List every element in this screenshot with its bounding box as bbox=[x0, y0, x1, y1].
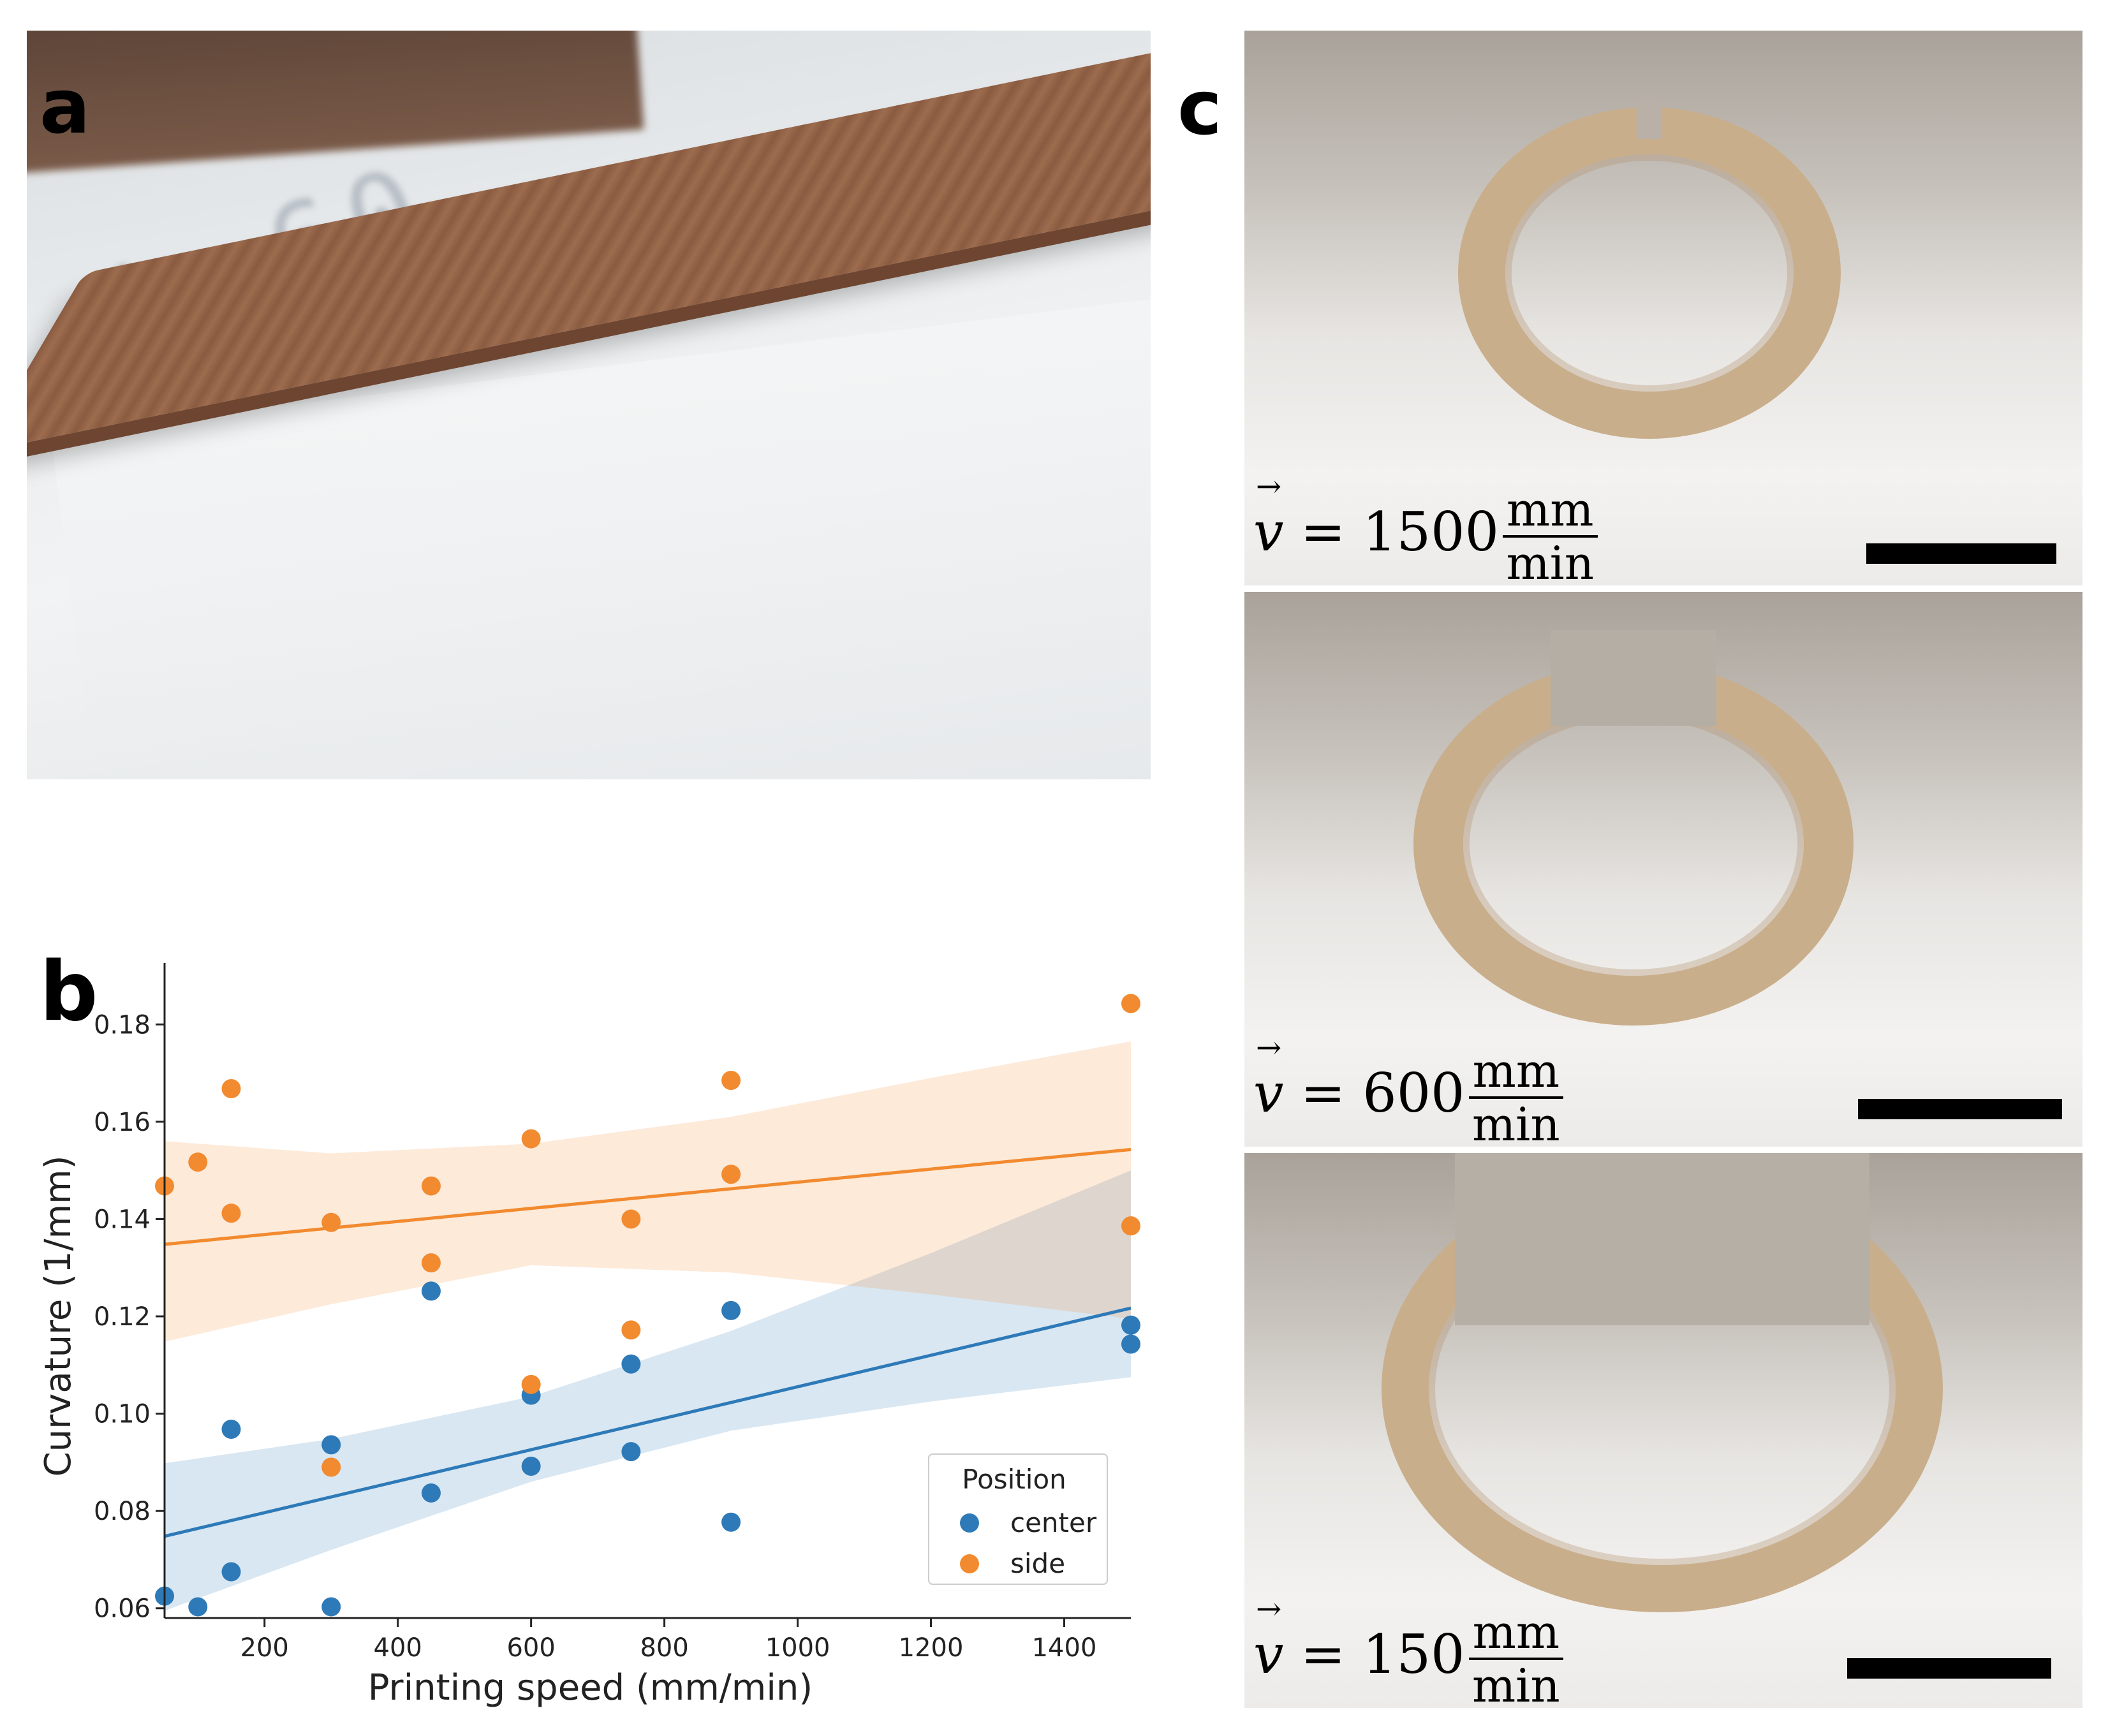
panel-label-b: b bbox=[40, 945, 98, 1040]
legend-marker-side bbox=[960, 1554, 979, 1573]
scale-bar bbox=[1858, 1099, 2062, 1119]
unit-denominator: min bbox=[1472, 1659, 1560, 1708]
ring-gap bbox=[1455, 1153, 1869, 1325]
velocity-value: = 150 bbox=[1301, 1623, 1465, 1686]
point-center-8 bbox=[521, 1456, 541, 1476]
point-center-3 bbox=[221, 1420, 241, 1439]
x-tick-label-1400: 1400 bbox=[1032, 1633, 1097, 1663]
scale-bar bbox=[1847, 1658, 2051, 1679]
panel-label-a: a bbox=[40, 63, 91, 151]
x-axis-title: Printing speed (mm/min) bbox=[368, 1667, 813, 1709]
x-tick-label-800: 800 bbox=[640, 1633, 688, 1663]
legend-title: Position bbox=[962, 1464, 1066, 1495]
point-side-13 bbox=[721, 1071, 741, 1091]
y-tick-label-2: 0.10 bbox=[94, 1400, 151, 1429]
y-tick-label-5: 0.16 bbox=[94, 1108, 151, 1137]
ring-gap bbox=[1637, 101, 1662, 139]
x-tick-label-1000: 1000 bbox=[765, 1633, 830, 1663]
point-side-5 bbox=[321, 1457, 341, 1477]
point-center-2 bbox=[221, 1562, 241, 1582]
x-tick-label-400: 400 bbox=[374, 1633, 422, 1663]
legend-marker-center bbox=[960, 1513, 979, 1533]
point-side-15 bbox=[1121, 1216, 1140, 1236]
unit-numerator: mm bbox=[1468, 1048, 1564, 1099]
point-center-1 bbox=[188, 1597, 208, 1617]
ci-band-center bbox=[165, 1170, 1131, 1611]
velocity-symbol: v bbox=[1253, 1623, 1283, 1686]
photo-background-strip bbox=[27, 31, 644, 174]
point-side-7 bbox=[421, 1176, 441, 1196]
point-center-6 bbox=[421, 1483, 441, 1503]
velocity-value: = 1500 bbox=[1301, 501, 1500, 563]
point-center-14 bbox=[1121, 1334, 1140, 1354]
legend-label-side: side bbox=[1010, 1548, 1065, 1579]
legend-box bbox=[928, 1453, 1108, 1585]
scale-bar bbox=[1866, 543, 2056, 564]
ci-band-side bbox=[165, 1041, 1131, 1342]
x-tick-label-1200: 1200 bbox=[899, 1633, 964, 1663]
point-side-9 bbox=[521, 1374, 541, 1394]
velocity-symbol: v bbox=[1253, 501, 1283, 563]
point-center-15 bbox=[1121, 1315, 1140, 1335]
unit-numerator: mm bbox=[1468, 1609, 1564, 1660]
y-tick-label-4: 0.14 bbox=[94, 1205, 151, 1234]
point-side-3 bbox=[221, 1078, 241, 1098]
velocity-value: = 600 bbox=[1301, 1062, 1465, 1124]
ring-gap bbox=[1551, 630, 1716, 726]
x-tick-label-600: 600 bbox=[506, 1633, 555, 1663]
velocity-symbol: v bbox=[1253, 1062, 1283, 1124]
photo-printed-strip: L=60 bbox=[27, 31, 1151, 779]
y-tick-label-3: 0.12 bbox=[94, 1302, 151, 1332]
y-axis-title: Curvature (1/mm) bbox=[38, 1156, 79, 1477]
point-center-11 bbox=[621, 1354, 641, 1374]
point-center-10 bbox=[621, 1442, 641, 1462]
point-side-8 bbox=[521, 1129, 541, 1149]
panel-label-c: c bbox=[1177, 64, 1222, 152]
point-center-4 bbox=[321, 1597, 341, 1617]
point-side-6 bbox=[421, 1253, 441, 1273]
point-center-12 bbox=[721, 1512, 741, 1532]
point-center-13 bbox=[721, 1300, 741, 1320]
unit-denominator: min bbox=[1472, 1098, 1560, 1147]
y-tick-label-6: 0.18 bbox=[94, 1010, 151, 1040]
point-side-11 bbox=[621, 1320, 641, 1340]
point-center-5 bbox=[321, 1435, 341, 1455]
legend-label-center: center bbox=[1010, 1507, 1097, 1538]
point-side-4 bbox=[321, 1212, 341, 1232]
point-side-2 bbox=[221, 1203, 241, 1223]
x-tick-label-200: 200 bbox=[240, 1633, 289, 1663]
point-side-12 bbox=[721, 1165, 741, 1184]
fit-line-center bbox=[164, 1306, 1132, 1538]
curvature-vs-speed-chart: 200 400 600 800 1000 1200 1400 0.06 0.08 0.10 0.12… bbox=[38, 963, 1140, 1709]
unit-denominator: min bbox=[1506, 536, 1595, 585]
ring-closed bbox=[1458, 107, 1841, 439]
point-center-7 bbox=[421, 1281, 441, 1301]
point-side-14 bbox=[1121, 994, 1140, 1013]
unit-numerator: mm bbox=[1503, 487, 1598, 538]
point-side-1 bbox=[188, 1152, 208, 1172]
y-tick-label-0: 0.06 bbox=[94, 1594, 151, 1624]
y-tick-label-1: 0.08 bbox=[94, 1497, 151, 1526]
point-side-10 bbox=[621, 1209, 641, 1229]
